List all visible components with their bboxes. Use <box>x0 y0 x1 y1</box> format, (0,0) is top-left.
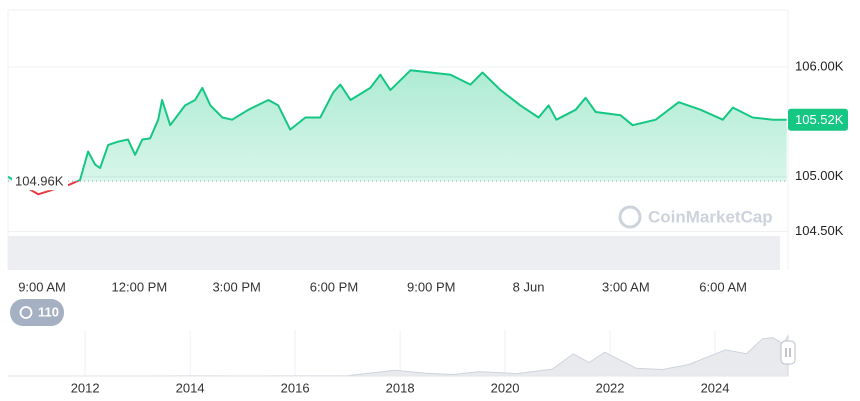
y-tick-label: 106.00K <box>795 58 844 73</box>
navigator-tick-label: 2012 <box>71 380 100 395</box>
navigator-tick-label: 2022 <box>596 380 625 395</box>
y-tick-label: 104.50K <box>795 223 844 238</box>
open-label-bg <box>12 172 68 191</box>
x-tick-label: 9:00 AM <box>18 279 66 294</box>
x-tick-label: 3:00 AM <box>602 279 650 294</box>
x-tick-label: 3:00 PM <box>212 279 260 294</box>
watermark: CoinMarketCap <box>618 205 773 229</box>
last-price-tag <box>788 108 848 131</box>
x-tick-label: 8 Jun <box>513 279 545 294</box>
badge-icon <box>19 306 33 319</box>
y-tick-label: 105.00K <box>795 168 844 183</box>
navigator-tick-label: 2020 <box>491 380 520 395</box>
watermark-text: CoinMarketCap <box>648 207 773 226</box>
watermark-logo <box>618 205 642 229</box>
navigator-tick-label: 2016 <box>281 380 310 395</box>
x-tick-label: 6:00 PM <box>310 279 358 294</box>
price-area <box>8 70 787 182</box>
badge-bg[interactable] <box>10 299 64 326</box>
handle[interactable] <box>780 340 796 365</box>
x-tick-label: 9:00 PM <box>407 279 455 294</box>
last-price-label: 105.52K <box>795 112 844 127</box>
navigator-handle[interactable] <box>780 340 796 365</box>
navigator-tick-label: 2024 <box>701 380 730 395</box>
open-label: 104.96K <box>15 174 64 189</box>
volume-area <box>8 236 780 270</box>
price-line <box>7 69 787 182</box>
x-tick-label: 6:00 AM <box>699 279 747 294</box>
x-tick-label: 12:00 PM <box>112 279 168 294</box>
navigator-tick-label: 2018 <box>386 380 415 395</box>
badge-text: 110 <box>38 304 59 319</box>
navigator-tick-label: 2014 <box>176 380 205 395</box>
history-badge[interactable]: 110 <box>10 299 64 326</box>
navigator-bg <box>8 330 788 376</box>
